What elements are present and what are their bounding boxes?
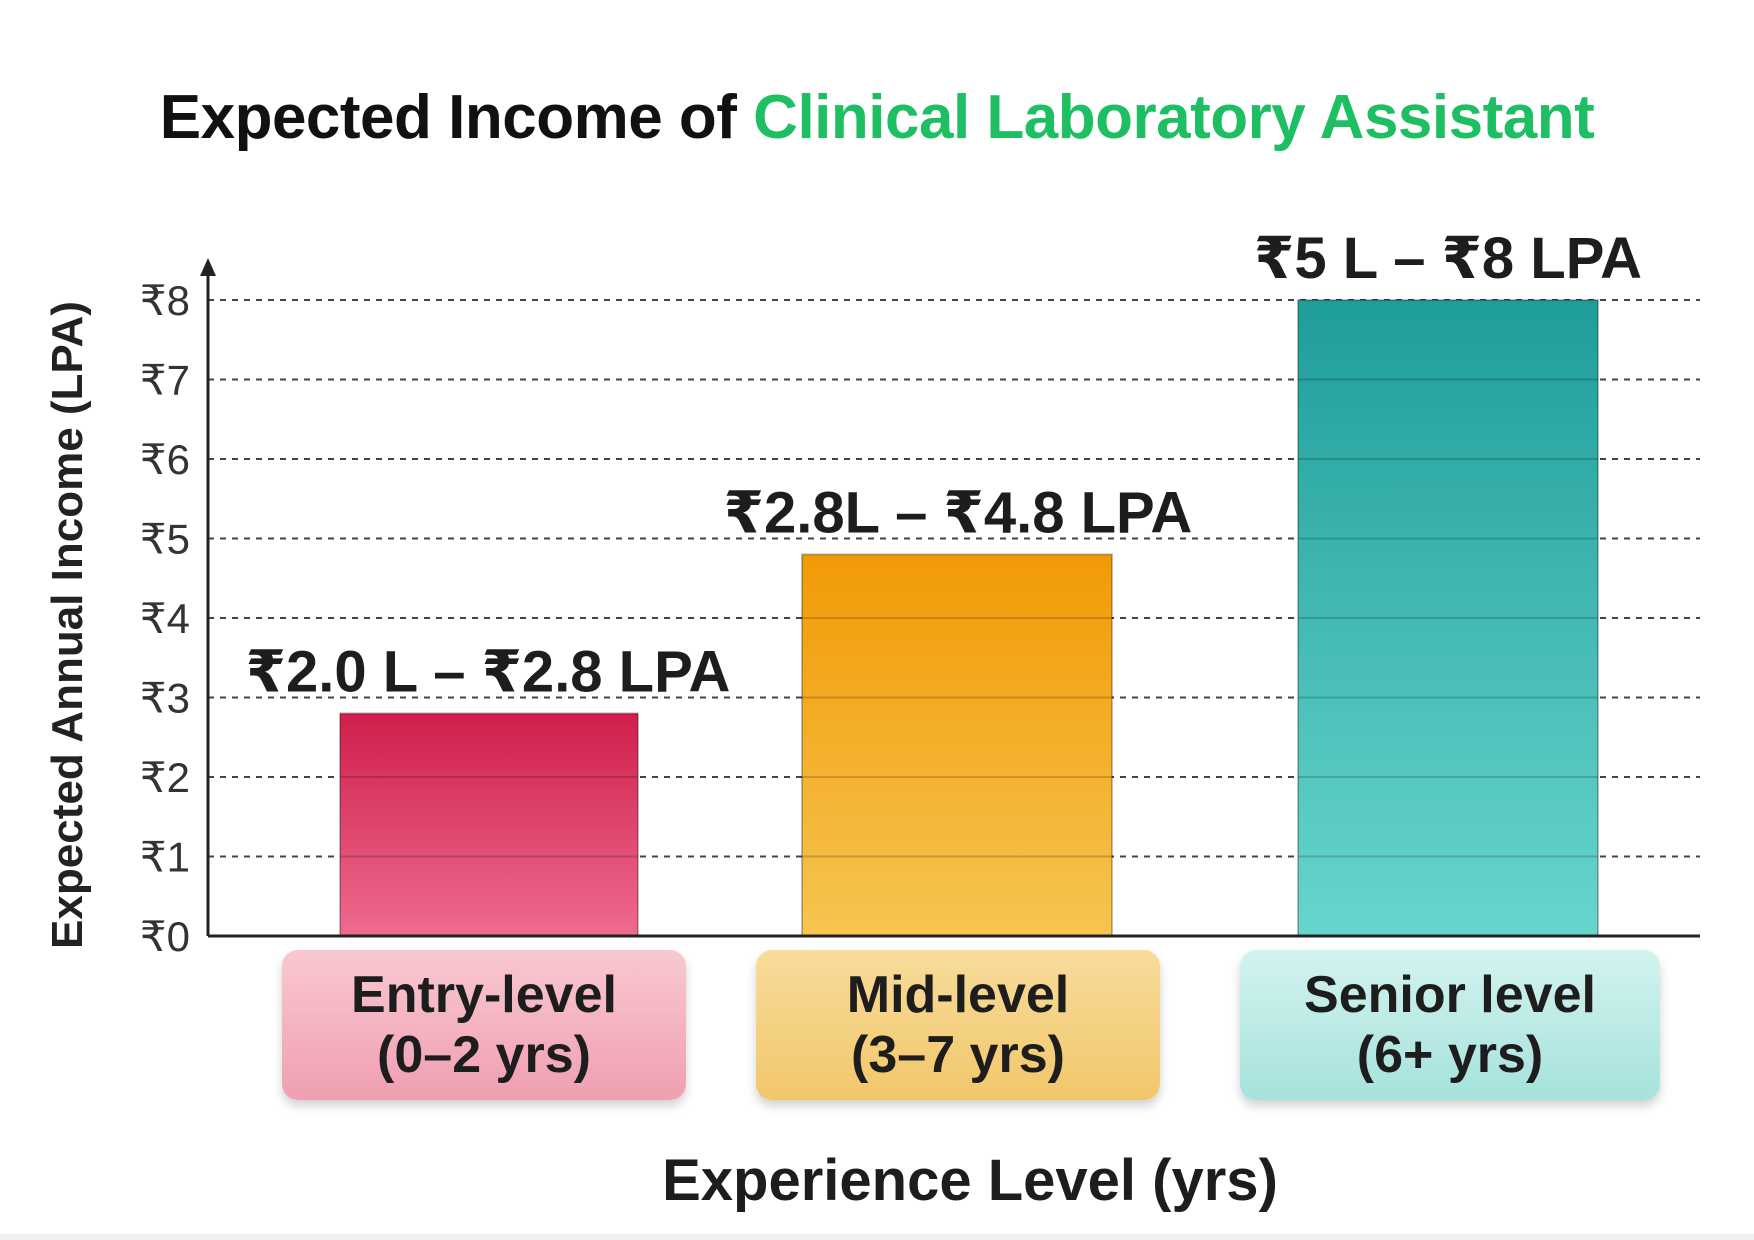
y-tick-label: ₹1 [140, 834, 190, 881]
axes: ₹0 ₹1 ₹2 ₹3 ₹4 ₹5 ₹6 ₹7 ₹8 [140, 258, 1700, 960]
y-tick-label: ₹3 [140, 675, 190, 722]
bars [339, 299, 1599, 938]
y-tick-label: ₹2 [140, 754, 190, 801]
y-tick-label: ₹6 [140, 436, 190, 483]
x-axis-title: Experience Level (yrs) [662, 1148, 1278, 1213]
category-label-box: Entry-level (0–2 yrs) [282, 950, 686, 1100]
y-axis-title: Expected Annual Income (LPA) [43, 301, 92, 949]
category-label-line2: (0–2 yrs) [377, 1026, 591, 1084]
title-highlight: Clinical Laboratory Assistant [753, 83, 1595, 152]
category-label-line2: (6+ yrs) [1356, 1026, 1544, 1084]
bar [801, 553, 1113, 938]
range-label: ₹2.8L – ₹4.8 LPA [724, 480, 1193, 545]
range-label: ₹5 L – ₹8 LPA [1254, 226, 1642, 291]
bar [339, 712, 639, 938]
bar [1297, 299, 1599, 937]
y-tick-label: ₹4 [140, 595, 190, 642]
title-prefix: Expected Income of [159, 83, 754, 152]
category-label-line1: Mid-level [846, 966, 1070, 1024]
y-tick-label: ₹5 [140, 516, 190, 563]
category-label-line1: Senior level [1304, 966, 1596, 1024]
category-label-line2: (3–7 yrs) [851, 1026, 1065, 1084]
category-label-line1: Entry-level [351, 966, 617, 1024]
y-tick-label: ₹0 [140, 913, 190, 960]
category-label-box: Senior level (6+ yrs) [1240, 950, 1660, 1100]
y-tick-label: ₹8 [140, 277, 190, 324]
range-label: ₹2.0 L – ₹2.8 LPA [246, 639, 731, 704]
bottom-divider [0, 1234, 1754, 1240]
chart-title: Expected Income of Clinical Laboratory A… [0, 82, 1754, 153]
y-axis-arrow [200, 258, 216, 276]
category-label-box: Mid-level (3–7 yrs) [756, 950, 1160, 1100]
data-labels: ₹2.0 L – ₹2.8 LPA ₹2.8L – ₹4.8 LPA ₹5 L – … [246, 226, 1642, 704]
y-tick-label: ₹7 [140, 357, 190, 404]
